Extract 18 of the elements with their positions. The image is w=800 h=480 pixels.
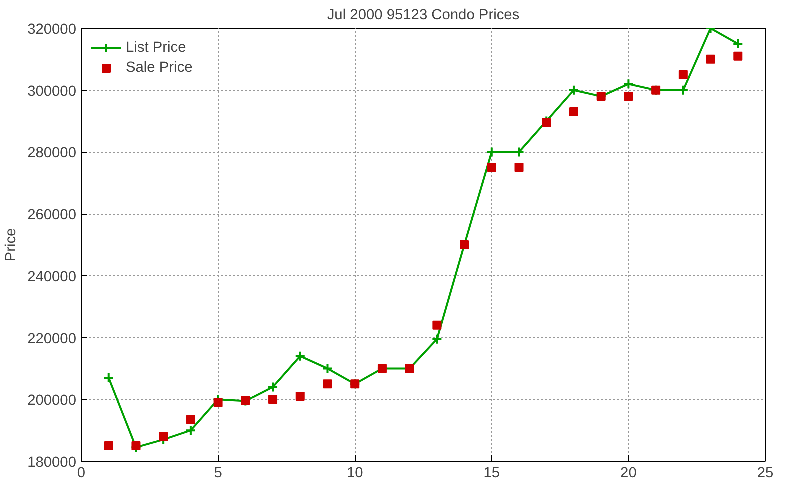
y-tick-label: 280000 bbox=[28, 146, 77, 162]
legend-label: List Price bbox=[126, 40, 186, 56]
x-tick-label: 25 bbox=[757, 466, 774, 480]
y-axis-title: Price bbox=[4, 228, 20, 262]
chart-title: Jul 2000 95123 Condo Prices bbox=[327, 8, 520, 24]
x-tick-label: 0 bbox=[77, 466, 86, 480]
y-tick-label: 200000 bbox=[28, 393, 77, 410]
y-tick-label: 240000 bbox=[28, 269, 77, 286]
legend-label: Sale Price bbox=[126, 60, 193, 76]
x-tick-label: 10 bbox=[346, 466, 364, 480]
y-tick-label: 180000 bbox=[28, 455, 77, 471]
x-tick-label: 15 bbox=[484, 466, 500, 480]
y-tick-label: 220000 bbox=[28, 331, 77, 348]
y-tick-label: 320000 bbox=[28, 22, 77, 38]
y-tick-label: 260000 bbox=[28, 208, 77, 224]
y-tick-label: 300000 bbox=[28, 84, 77, 100]
x-tick-label: 20 bbox=[620, 466, 637, 480]
x-tick-label: 5 bbox=[214, 466, 222, 480]
